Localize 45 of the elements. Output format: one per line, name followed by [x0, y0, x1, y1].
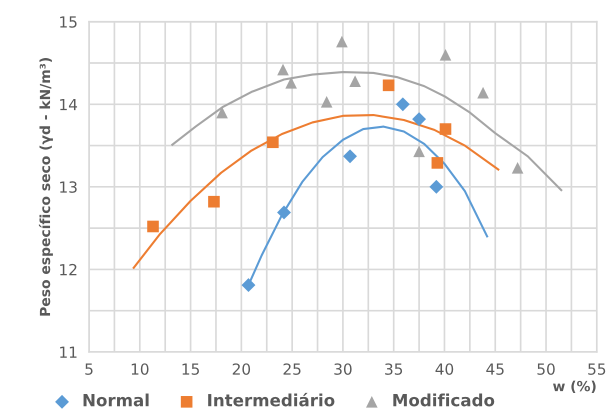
line-series [132, 114, 500, 269]
point [267, 136, 279, 148]
point [413, 146, 425, 158]
x-tick-label: 15 [182, 364, 199, 375]
point [336, 36, 348, 48]
y-tick-label: 12 [60, 264, 76, 276]
point [277, 64, 289, 76]
point [208, 196, 220, 208]
x-axis-title: w (%) [553, 380, 596, 394]
point [512, 162, 524, 174]
x-tick-label: 20 [232, 363, 250, 375]
y-tick-label: 11 [60, 346, 77, 358]
x-tick-label: 50 [537, 363, 555, 375]
point [277, 205, 291, 220]
legend-label: Normal [84, 394, 149, 406]
x-tick-label: 55 [588, 364, 606, 375]
point [440, 123, 452, 135]
point [285, 77, 297, 89]
point [216, 106, 228, 118]
line-series [171, 71, 562, 192]
y-axis-title: Peso específico seco (γd - kN/m³) [38, 58, 53, 316]
x-tick-label: 25 [284, 363, 301, 375]
x-tick-label: 35 [385, 363, 402, 375]
point [147, 220, 159, 232]
point [412, 112, 426, 126]
point [343, 149, 357, 164]
point [432, 157, 444, 169]
y-tick-label: 15 [60, 16, 77, 28]
point [349, 75, 361, 87]
x-tick-label: 10 [132, 363, 149, 375]
y-tick-label: 13 [60, 181, 77, 193]
legend-label: Modificado [393, 394, 494, 406]
x-tick-label: 5 [85, 364, 93, 375]
point [382, 79, 394, 92]
y-tick-label: 14 [60, 98, 78, 110]
legend-label: Intermediário [208, 392, 334, 406]
point [440, 48, 452, 61]
point [477, 86, 489, 99]
x-tick-label: 30 [334, 363, 352, 375]
x-tick-label: 45 [486, 364, 504, 375]
point [242, 278, 256, 292]
point [396, 97, 410, 112]
point [320, 96, 332, 108]
point [429, 180, 444, 194]
x-tick-label: 40 [436, 363, 454, 375]
